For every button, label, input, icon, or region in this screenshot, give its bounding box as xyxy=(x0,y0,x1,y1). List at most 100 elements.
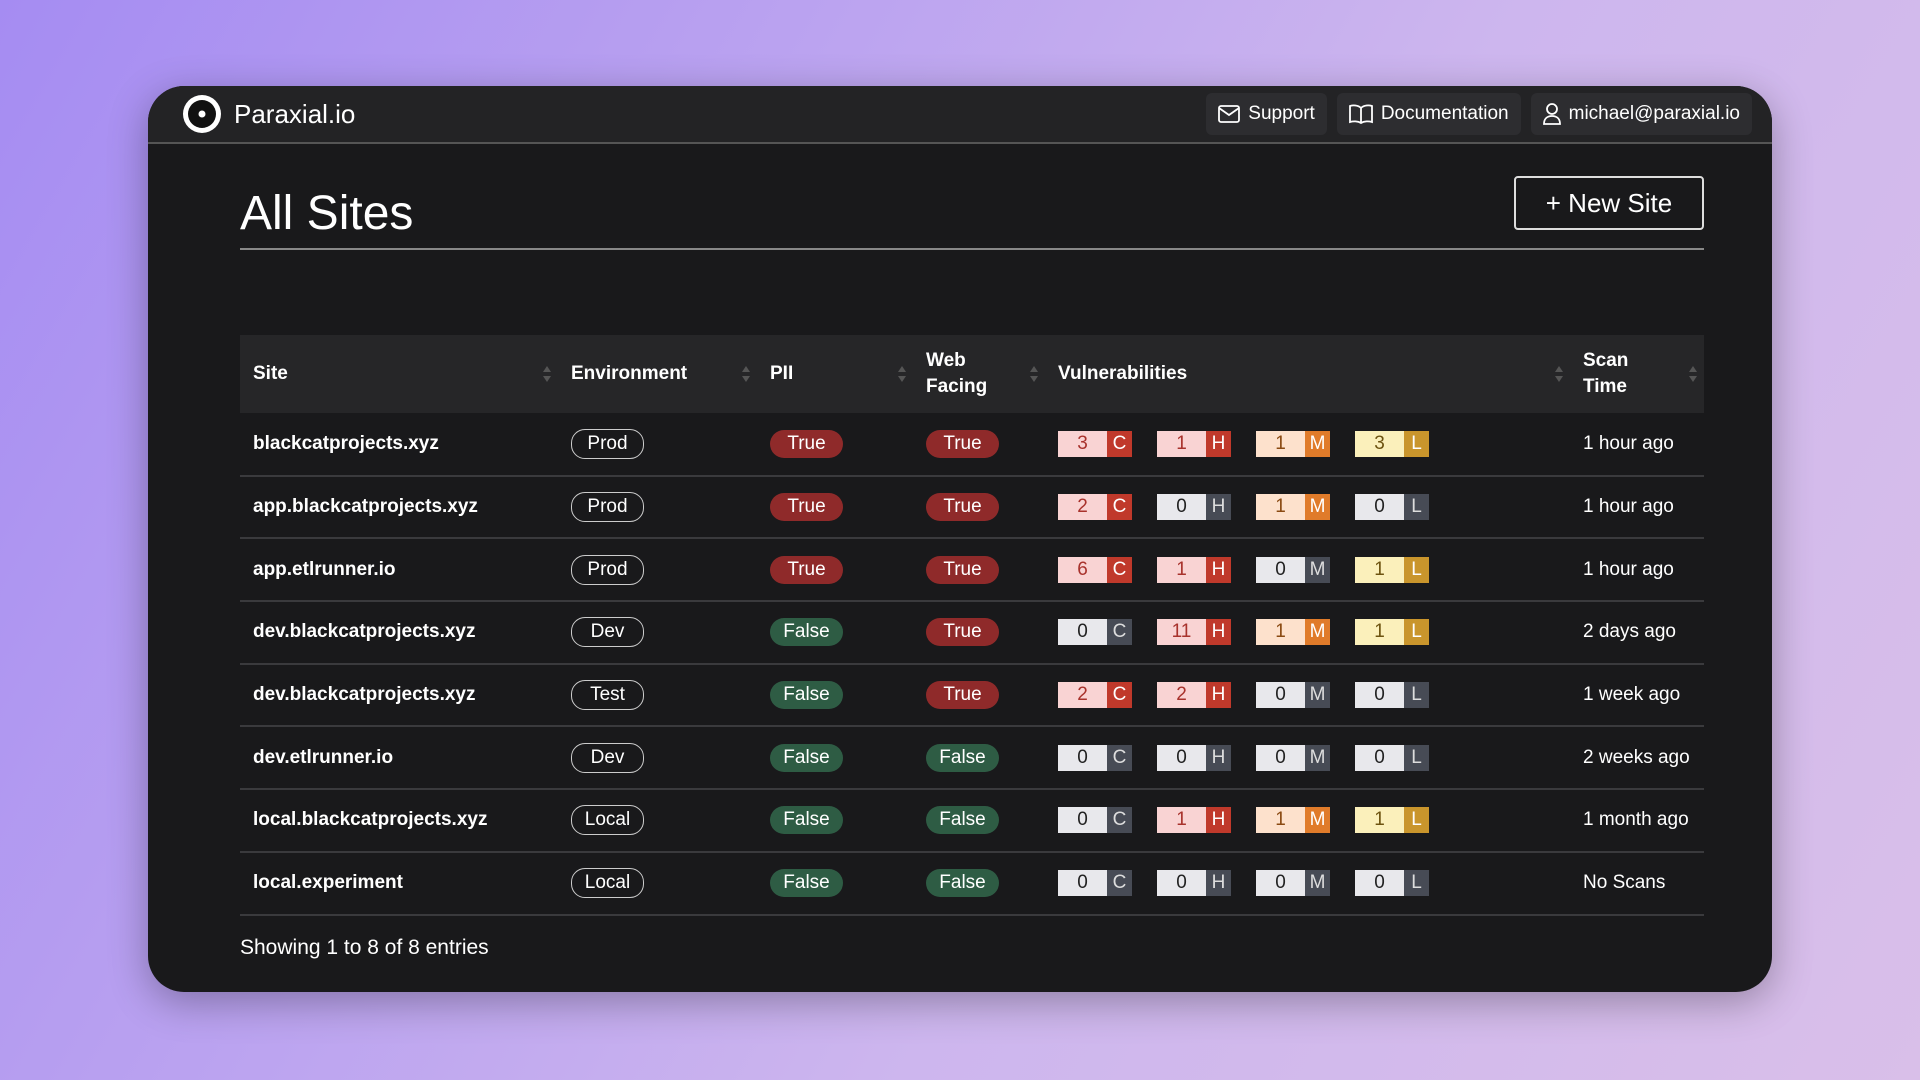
vuln-count: 1 xyxy=(1256,807,1305,834)
vuln-count: 2 xyxy=(1157,682,1206,709)
cell: True xyxy=(913,413,1045,477)
cell: True xyxy=(913,601,1045,665)
header-label: Scan Time xyxy=(1583,350,1629,397)
column-header[interactable]: PII xyxy=(757,335,913,413)
pii-pill: False xyxy=(770,618,843,647)
environment-pill: Dev xyxy=(571,617,644,648)
vuln-count: 0 xyxy=(1355,744,1404,771)
cell: Prod xyxy=(558,538,757,603)
site-name: app.etlrunner.io xyxy=(240,538,558,603)
scan-time: 1 hour ago xyxy=(1570,538,1704,603)
pii-pill: False xyxy=(770,806,843,835)
vuln-count: 1 xyxy=(1256,494,1305,521)
vuln-severity: M xyxy=(1305,430,1330,457)
site-name: dev.etlrunner.io xyxy=(240,726,558,791)
scan-time: 2 weeks ago xyxy=(1570,726,1704,791)
vuln-severity: M xyxy=(1305,807,1330,834)
cell: True xyxy=(757,413,913,477)
new-site-button[interactable]: + New Site xyxy=(1514,176,1704,230)
brand[interactable]: Paraxial.io xyxy=(234,98,356,129)
vuln-count: 0 xyxy=(1355,870,1404,897)
column-header[interactable]: Web Facing xyxy=(913,335,1045,413)
environment-pill: Local xyxy=(571,868,644,899)
vuln-count: 0 xyxy=(1157,870,1206,897)
table-row: dev.etlrunner.io Dev False False 0 C 0 H 0 M 0 L 2 w… xyxy=(240,726,1704,791)
scan-time: No Scans xyxy=(1570,851,1704,916)
vuln-severity: C xyxy=(1107,744,1132,771)
site-name: dev.blackcatprojects.xyz xyxy=(240,601,558,665)
column-header[interactable]: Scan Time xyxy=(1570,335,1704,413)
docs-link[interactable]: Documentation xyxy=(1336,93,1521,135)
logo xyxy=(183,95,221,133)
vuln-severity: M xyxy=(1305,619,1330,646)
scan-time: 1 hour ago xyxy=(1570,475,1704,540)
vuln-count: 1 xyxy=(1355,619,1404,646)
vuln-severity: C xyxy=(1107,430,1132,457)
cell: Dev xyxy=(558,601,757,665)
vuln-count: 0 xyxy=(1355,682,1404,709)
top-bar: Paraxial.io Support Documentation michae… xyxy=(148,86,1772,144)
vuln-severity: H xyxy=(1206,430,1231,457)
web-facing-pill: False xyxy=(926,806,999,835)
vuln-count: 0 xyxy=(1256,556,1305,583)
vuln-count: 3 xyxy=(1355,430,1404,457)
cell: Dev xyxy=(558,726,757,791)
table-info: Showing 1 to 8 of 8 entries xyxy=(240,936,489,959)
vuln-severity: H xyxy=(1206,870,1231,897)
cell: False xyxy=(757,663,913,728)
nav-label: Support xyxy=(1248,103,1315,124)
table-row: local.experiment Local False False 0 C 0 H 0 M 0 L N… xyxy=(240,851,1704,916)
cell: False xyxy=(913,789,1045,853)
vuln-severity: C xyxy=(1107,870,1132,897)
header-label: PII xyxy=(770,363,794,384)
vuln-count: 1 xyxy=(1157,430,1206,457)
column-header[interactable]: Environment xyxy=(558,335,757,413)
web-facing-pill: False xyxy=(926,743,999,772)
site-name: blackcatprojects.xyz xyxy=(240,413,558,477)
cell: Local xyxy=(558,851,757,916)
pii-pill: False xyxy=(770,869,843,898)
vuln-count: 0 xyxy=(1058,744,1107,771)
vuln-severity: L xyxy=(1404,494,1429,521)
vuln-severity: C xyxy=(1107,494,1132,521)
vuln-severity: L xyxy=(1404,682,1429,709)
environment-pill: Dev xyxy=(571,742,644,773)
vuln-severity: M xyxy=(1305,682,1330,709)
web-facing-pill: True xyxy=(926,681,999,710)
vuln-count: 0 xyxy=(1058,807,1107,834)
cell: False xyxy=(757,851,913,916)
vuln-count: 1 xyxy=(1256,430,1305,457)
vuln-count: 0 xyxy=(1256,744,1305,771)
vuln-count: 2 xyxy=(1058,682,1107,709)
pii-pill: True xyxy=(770,429,843,458)
account-link[interactable]: michael@paraxial.io xyxy=(1530,93,1752,135)
vuln-severity: H xyxy=(1206,807,1231,834)
nav-label: Documentation xyxy=(1380,103,1509,124)
vuln-count: 0 xyxy=(1157,494,1206,521)
column-header[interactable]: Site xyxy=(240,335,558,413)
page-title: All Sites xyxy=(240,187,414,240)
web-facing-pill: True xyxy=(926,429,999,458)
vuln-count: 6 xyxy=(1058,556,1107,583)
vuln-severity: C xyxy=(1107,619,1132,646)
column-header[interactable]: Vulnerabilities xyxy=(1045,335,1570,413)
vuln-severity: C xyxy=(1107,807,1132,834)
table-row: dev.blackcatprojects.xyz Dev False True 0 C 11… xyxy=(240,601,1704,665)
pii-pill: False xyxy=(770,681,843,710)
vuln-severity: C xyxy=(1107,682,1132,709)
vuln-severity: L xyxy=(1404,807,1429,834)
support-link[interactable]: Support xyxy=(1206,93,1327,135)
vuln-severity: C xyxy=(1107,556,1132,583)
